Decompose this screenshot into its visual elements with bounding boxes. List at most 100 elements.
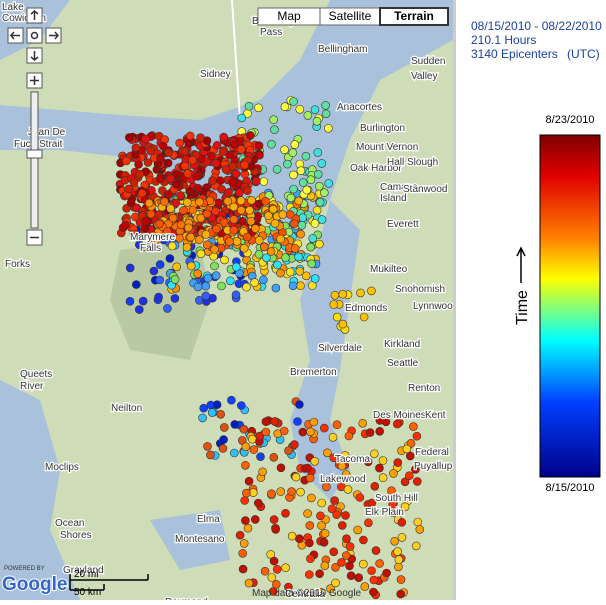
epicenter xyxy=(236,196,246,205)
place-label: Sudden xyxy=(411,56,445,67)
epicenter xyxy=(359,535,368,545)
epicenter xyxy=(231,169,241,179)
place-label: Everett xyxy=(387,219,419,230)
epicenter xyxy=(281,563,290,573)
epicenter xyxy=(207,151,216,161)
epicenter xyxy=(296,487,305,497)
zoom-slider[interactable] xyxy=(30,91,39,229)
epicenter xyxy=(135,169,145,179)
epicenter xyxy=(186,232,195,242)
place-label: Centralia xyxy=(285,589,325,600)
epicenter xyxy=(305,521,315,530)
epicenter xyxy=(129,229,138,239)
epicenter xyxy=(268,587,278,596)
epicenter xyxy=(290,440,299,449)
epicenter xyxy=(149,266,159,276)
epicenter xyxy=(253,498,263,508)
epicenter xyxy=(125,133,134,142)
epicenter xyxy=(242,488,251,498)
epicenter xyxy=(225,237,234,246)
epicenter xyxy=(219,435,228,444)
epicenter xyxy=(280,102,290,111)
epicenter xyxy=(244,476,254,486)
divider xyxy=(453,0,456,600)
epicenter xyxy=(289,170,298,180)
epicenter xyxy=(286,193,296,203)
epicenter xyxy=(159,141,168,151)
epicenter xyxy=(244,578,254,588)
epicenter xyxy=(236,206,246,215)
epicenter xyxy=(269,556,279,566)
place-label: Oak Harbor xyxy=(350,163,402,174)
epicenter xyxy=(237,113,246,123)
epicenter xyxy=(138,296,148,306)
epicenter xyxy=(390,536,399,546)
scale-bar: 20 mi 50 km xyxy=(69,569,149,598)
epicenter xyxy=(164,190,173,199)
epicenter xyxy=(295,266,305,276)
epicenter xyxy=(315,197,325,207)
epicenter xyxy=(367,498,377,508)
epicenter xyxy=(239,424,249,434)
epicenter xyxy=(259,275,268,285)
epicenter xyxy=(267,573,277,582)
epicenter xyxy=(301,271,311,281)
water xyxy=(0,0,453,230)
epicenter xyxy=(131,143,141,152)
epicenter xyxy=(186,261,196,271)
epicenter xyxy=(239,539,249,548)
epicenter xyxy=(411,465,420,474)
epicenter xyxy=(276,463,286,473)
epicenter xyxy=(287,487,296,496)
epicenter xyxy=(163,227,172,236)
epicenter xyxy=(246,216,256,226)
epicenter xyxy=(296,166,306,175)
terrain-button[interactable] xyxy=(379,7,449,26)
epicenter xyxy=(364,518,373,528)
epicenter xyxy=(332,510,341,520)
timezone: (UTC) xyxy=(567,47,600,61)
epicenter xyxy=(271,525,281,534)
place-label: Bremerton xyxy=(290,367,337,378)
epicenter xyxy=(125,296,135,306)
scale-mi: 20 mi xyxy=(74,569,98,580)
epicenter xyxy=(247,195,256,205)
epicenter xyxy=(285,267,295,277)
epicenter xyxy=(195,235,204,244)
epicenter xyxy=(308,234,318,243)
epicenter xyxy=(264,211,273,220)
epicenter xyxy=(237,401,246,410)
epicenter xyxy=(182,243,192,252)
epicenter xyxy=(251,515,260,524)
epicenter xyxy=(319,423,329,433)
epicenter xyxy=(378,456,388,465)
zoom-thumb[interactable] xyxy=(26,149,43,159)
epicenter xyxy=(193,282,203,292)
epicenter xyxy=(369,575,379,585)
epicenter xyxy=(392,419,402,429)
epicenter xyxy=(296,229,305,239)
epicenter xyxy=(355,493,365,502)
epicenter xyxy=(168,213,178,223)
epicenter xyxy=(121,220,130,230)
colorbar-bottom: 8/15/2010 xyxy=(546,482,595,494)
epicenter xyxy=(319,537,329,547)
epicenter xyxy=(315,569,324,579)
epicenter xyxy=(267,489,276,499)
place-label: Moclips xyxy=(45,462,79,473)
map-button-label: Map xyxy=(277,9,301,23)
epicenter xyxy=(310,219,320,228)
epicenter xyxy=(203,442,212,451)
epicenter xyxy=(389,469,398,478)
epicenter xyxy=(258,467,267,477)
epicenter xyxy=(135,305,144,314)
pan-center[interactable] xyxy=(26,27,43,44)
epicenter xyxy=(170,294,180,303)
place-label: Lake xyxy=(2,2,24,13)
epicenter xyxy=(306,242,316,252)
epicenter xyxy=(250,278,259,287)
place-label: Burlington xyxy=(360,123,405,134)
epicenter xyxy=(251,176,261,186)
epicenter xyxy=(165,254,175,263)
place-label: Stanwood xyxy=(403,184,447,195)
